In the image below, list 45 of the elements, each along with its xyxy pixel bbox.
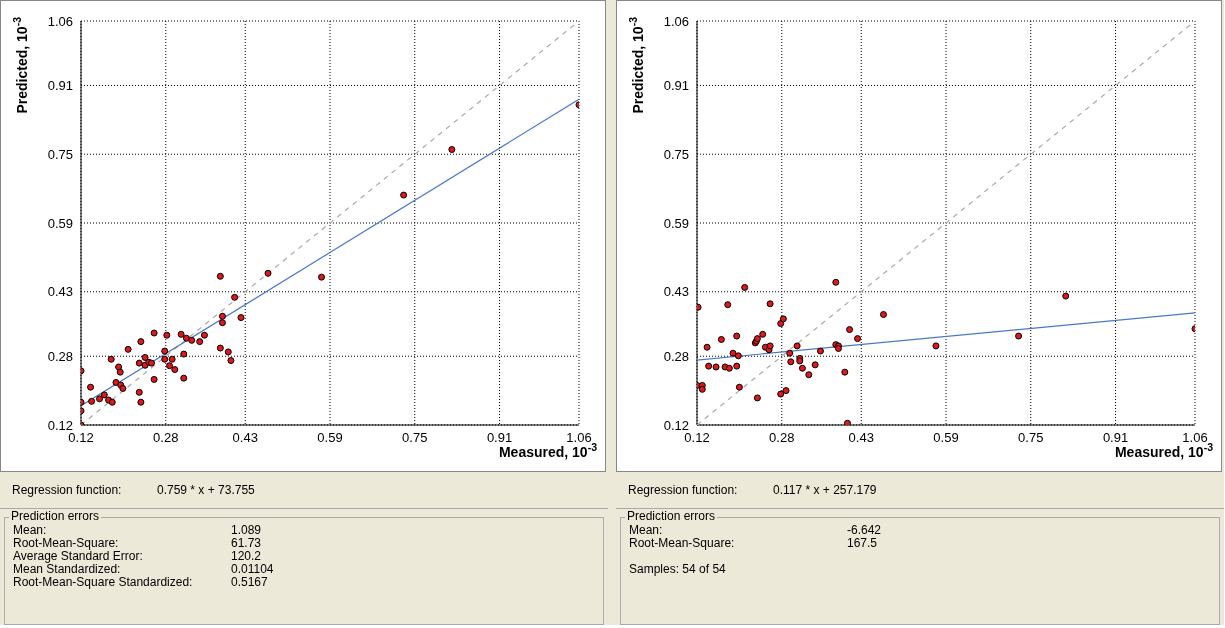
x-tick-label: 0.28 — [153, 430, 179, 446]
text: Root-Mean-Square Standardized: — [13, 575, 194, 589]
x-tick-label: 0.75 — [1018, 430, 1044, 446]
x-tick-label: 0.43 — [848, 430, 874, 446]
text: Samples: 54 of 54 — [629, 562, 727, 576]
y-tick-label: 0.75 — [663, 146, 689, 162]
x-tick-label: 0.75 — [402, 430, 428, 446]
y-tick-label: 0.59 — [663, 215, 689, 231]
text: 61.73 — [231, 536, 262, 550]
text: Prediction errors — [625, 509, 718, 523]
text: 0.01104 — [231, 562, 274, 576]
x-tick-label: 0.59 — [933, 430, 959, 446]
text: Regression function: — [12, 483, 123, 497]
y-tick-label: 0.12 — [47, 417, 73, 433]
x-tick-label: 0.12 — [68, 430, 94, 446]
y-tick-label: 0.28 — [663, 348, 689, 364]
text: 0.5167 — [231, 575, 268, 589]
y-tick-label: 0.43 — [47, 284, 73, 300]
text: Mean: — [13, 523, 48, 537]
text: Average Standard Error: — [13, 549, 144, 563]
y-tick-label: 0.59 — [47, 215, 73, 231]
text: Root-Mean-Square: — [629, 536, 736, 550]
text: -6.642 — [847, 523, 882, 537]
text: Root-Mean-Square: — [13, 536, 120, 550]
y-tick-label: 0.12 — [663, 417, 689, 433]
y-tick-label: 1.06 — [47, 13, 73, 29]
text: 120.2 — [231, 549, 262, 563]
text: 1.089 — [231, 523, 262, 537]
x-tick-label: 0.12 — [684, 430, 710, 446]
y-tick-label: 0.28 — [47, 348, 73, 364]
text: Prediction errors — [9, 509, 102, 523]
x-tick-label: 0.59 — [317, 430, 343, 446]
x-tick-label: 0.43 — [232, 430, 258, 446]
y-tick-label: 0.75 — [47, 146, 73, 162]
y-tick-label: 0.91 — [47, 78, 73, 94]
y-tick-label: 1.06 — [663, 13, 689, 29]
text: Mean Standardized: — [13, 562, 122, 576]
text: Regression function: — [628, 483, 739, 497]
text: Mean: — [629, 523, 664, 537]
text: 0.117 * x + 257.179 — [773, 483, 877, 497]
text: 167.5 — [847, 536, 878, 550]
x-tick-label: 0.28 — [769, 430, 795, 446]
y-tick-label: 0.43 — [663, 284, 689, 300]
y-tick-label: 0.91 — [663, 78, 689, 94]
text: 0.759 * x + 73.755 — [157, 483, 255, 497]
